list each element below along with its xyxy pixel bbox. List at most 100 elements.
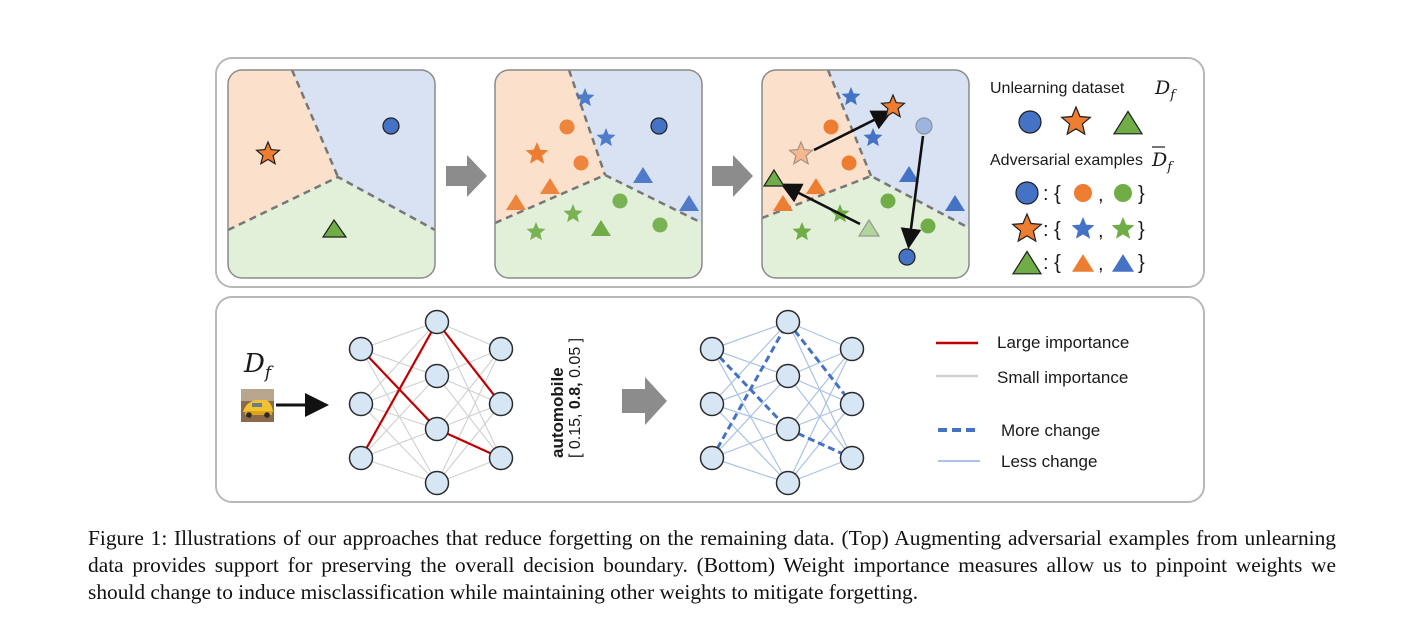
blue-triangle-marker bbox=[633, 167, 653, 183]
neuron-node bbox=[699, 445, 725, 471]
neuron-node bbox=[348, 336, 374, 362]
blue-circle-marker bbox=[1018, 110, 1042, 134]
decision-boundary bbox=[228, 175, 435, 232]
neuron-node bbox=[424, 309, 450, 335]
orange-star-marker bbox=[1011, 212, 1043, 243]
neuron-node bbox=[839, 445, 865, 471]
figure-caption: Figure 1: Illustrations of our approache… bbox=[88, 526, 1336, 604]
mapping-close-brace: } bbox=[1138, 183, 1145, 205]
mapping-open-brace: : { bbox=[1043, 219, 1061, 241]
neuron-node bbox=[775, 309, 801, 335]
orange-circle-marker bbox=[1074, 184, 1092, 202]
output-label: automobile bbox=[548, 367, 567, 458]
blue-circle-marker bbox=[898, 248, 916, 266]
mapping-close-brace: } bbox=[1138, 252, 1145, 274]
car-thumbnail-image bbox=[241, 389, 274, 422]
mapping-close-brace: } bbox=[1138, 219, 1145, 241]
neuron-node bbox=[424, 470, 450, 496]
blue-star-marker bbox=[575, 88, 595, 107]
boundary-plot-augmented bbox=[494, 69, 703, 279]
blue-circle-marker bbox=[915, 117, 933, 135]
blue-star-marker bbox=[1071, 217, 1095, 239]
legend-adversarial-symbol: D bbox=[1151, 149, 1167, 171]
legend-unlearning-symbol: D bbox=[1154, 77, 1170, 99]
weight-edge bbox=[711, 375, 789, 459]
orange-triangle-marker bbox=[506, 194, 526, 210]
svg-text:Df: Df bbox=[1151, 149, 1174, 175]
blue-triangle-marker bbox=[899, 166, 919, 182]
network-importance bbox=[348, 309, 514, 496]
weight-edge bbox=[787, 348, 853, 430]
weight-edge bbox=[436, 348, 502, 430]
neuron-node bbox=[348, 445, 374, 471]
neuron-node bbox=[699, 336, 725, 362]
weight-edge bbox=[436, 321, 502, 405]
unlearning-legend: Unlearning dataset Df Adversarial exampl… bbox=[990, 77, 1177, 275]
green-triangle-marker bbox=[762, 168, 786, 187]
legend-more-change: More change bbox=[1001, 421, 1100, 440]
region-blue bbox=[828, 70, 969, 228]
weight-edge bbox=[360, 457, 438, 484]
input-subscript: f bbox=[263, 363, 274, 383]
importance-legend: Large importance Small importance More c… bbox=[936, 333, 1129, 471]
orange-circle-marker bbox=[823, 119, 839, 135]
orange-star-marker bbox=[525, 142, 549, 164]
mapping-comma: , bbox=[1098, 220, 1104, 242]
blue-star-marker bbox=[863, 128, 883, 147]
neuron-node bbox=[775, 416, 801, 442]
orange-star-marker bbox=[880, 93, 906, 118]
blue-circle-marker bbox=[1015, 181, 1039, 205]
weight-edge bbox=[786, 321, 854, 405]
neuron-node bbox=[488, 336, 514, 362]
mapping-open-brace: : { bbox=[1043, 183, 1061, 205]
neuron-node bbox=[839, 391, 865, 417]
orange-triangle-marker bbox=[540, 178, 560, 194]
green-circle-marker bbox=[880, 193, 896, 209]
weight-edge bbox=[360, 321, 438, 350]
region-blue bbox=[569, 70, 702, 223]
output-vector-close: 0.05 ] bbox=[567, 338, 584, 378]
step-arrow bbox=[712, 155, 753, 197]
weight-edge bbox=[360, 428, 438, 459]
output-vector-max: 0.8, bbox=[567, 382, 584, 409]
green-triangle-marker bbox=[857, 218, 881, 237]
legend-unlearning-subscript: f bbox=[1169, 88, 1177, 103]
blue-triangle-marker bbox=[945, 195, 965, 211]
legend-adversarial-subscript: f bbox=[1166, 160, 1174, 175]
weight-edge bbox=[710, 321, 790, 459]
neuron-node bbox=[775, 470, 801, 496]
blue-star-marker bbox=[841, 87, 861, 106]
orange-star-marker bbox=[788, 140, 814, 165]
green-circle-marker bbox=[612, 193, 628, 209]
green-triangle-marker bbox=[321, 218, 348, 238]
svg-text:[ 0.15, 0.8, 0.05: [ 0.15, 0.8, 0.05 ] bbox=[567, 338, 584, 458]
blue-circle-marker bbox=[382, 117, 400, 135]
weight-edge bbox=[787, 348, 853, 484]
orange-triangle-marker bbox=[773, 195, 793, 211]
orange-circle-marker bbox=[559, 119, 575, 135]
weight-edge bbox=[360, 375, 438, 459]
orange-triangle-marker bbox=[806, 178, 826, 194]
neuron-node bbox=[424, 363, 450, 389]
plot-border bbox=[761, 69, 970, 279]
neuron-node bbox=[488, 445, 514, 471]
green-star-marker bbox=[563, 204, 583, 223]
weight-edge bbox=[711, 428, 789, 459]
green-star-marker bbox=[1111, 217, 1135, 239]
figure-illustration: Unlearning dataset Df Adversarial exampl… bbox=[215, 57, 1205, 503]
legend-small-importance: Small importance bbox=[997, 368, 1128, 387]
decision-boundary bbox=[762, 174, 969, 230]
weight-edge bbox=[360, 321, 438, 459]
weight-edge bbox=[436, 348, 502, 484]
step-arrow bbox=[446, 155, 487, 197]
perturbation-arrow bbox=[780, 183, 861, 226]
blue-star-marker bbox=[596, 128, 616, 147]
decision-boundary bbox=[290, 70, 340, 178]
legend-less-change: Less change bbox=[1001, 452, 1097, 471]
green-triangle-marker bbox=[1112, 110, 1144, 135]
perturbation-arrow bbox=[900, 135, 925, 250]
mapping-comma: , bbox=[1098, 253, 1104, 275]
mapping-comma: , bbox=[1098, 184, 1104, 206]
output-vector-open: [ 0.15, bbox=[567, 414, 584, 458]
green-circle-marker bbox=[652, 217, 668, 233]
